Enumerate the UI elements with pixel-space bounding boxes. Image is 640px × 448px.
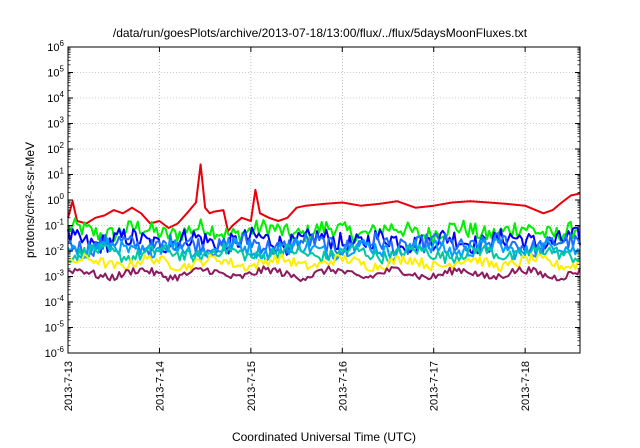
y-tick-label: 10-3 xyxy=(45,269,65,284)
series-line xyxy=(67,217,581,244)
y-tick-label: 10-5 xyxy=(45,320,65,335)
y-tick-label: 102 xyxy=(47,141,64,156)
x-tick-label: 2013-7-15 xyxy=(246,361,258,411)
x-tick-label: 2013-7-13 xyxy=(63,361,75,411)
y-tick-label: 10-6 xyxy=(45,345,65,360)
y-ticks: 10-6 10-5 10-4 10-3 10-2 10-1 100 101 102 103 104 1… xyxy=(45,39,580,360)
y-tick-label: 106 xyxy=(47,39,64,54)
series-line xyxy=(67,253,581,273)
y-tick-label: 101 xyxy=(47,167,64,182)
chart-title: /data/run/goesPlots/archive/2013-07-18/1… xyxy=(113,26,528,40)
y-tick-label: 103 xyxy=(47,116,64,131)
x-tick-label: 2013-7-17 xyxy=(429,361,441,411)
x-tick-label: 2013-7-18 xyxy=(520,361,532,411)
y-tick-label: 105 xyxy=(47,65,64,80)
x-tick-label: 2013-7-14 xyxy=(154,361,166,411)
x-tick-label: 2013-7-16 xyxy=(337,361,349,411)
y-tick-label: 10-2 xyxy=(45,243,65,258)
series-line xyxy=(67,265,581,283)
series-line xyxy=(67,226,581,256)
series-line xyxy=(67,232,581,258)
y-axis-label: protons/cm²-s-sr-MeV xyxy=(23,142,37,258)
x-ticks: 2013-7-13 2013-7-14 2013-7-15 2013-7-16 2013… xyxy=(63,47,532,411)
y-tick-label: 10-4 xyxy=(45,294,65,309)
grid xyxy=(68,47,580,353)
series-line xyxy=(67,237,581,262)
x-axis-label: Coordinated Universal Time (UTC) xyxy=(232,430,416,444)
y-tick-label: 100 xyxy=(47,192,64,207)
series-line xyxy=(67,242,581,265)
y-tick-label: 10-1 xyxy=(45,218,65,233)
y-tick-label: 104 xyxy=(47,90,64,105)
series-line xyxy=(67,163,581,233)
series-group xyxy=(67,163,581,283)
